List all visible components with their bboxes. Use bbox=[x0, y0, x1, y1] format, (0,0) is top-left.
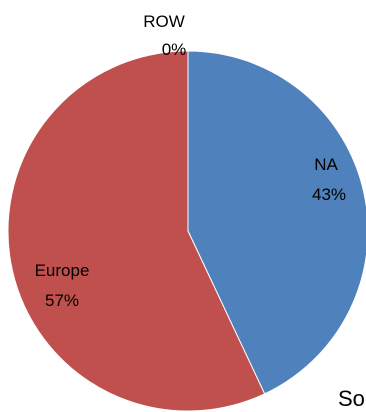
pie-slice-europe bbox=[7, 50, 266, 412]
pie-labels: ROW 0% NA 43% Europe 57% bbox=[35, 12, 346, 310]
slice-label-row: ROW bbox=[143, 12, 185, 31]
slice-label-europe: Europe bbox=[35, 261, 90, 280]
slice-percent-na: 43% bbox=[312, 185, 346, 204]
slice-percent-row: 0% bbox=[162, 40, 187, 59]
cropped-footer-text: So bbox=[338, 386, 365, 411]
slice-label-na: NA bbox=[314, 155, 338, 174]
pie-slices bbox=[7, 50, 366, 412]
slice-percent-europe: 57% bbox=[45, 291, 79, 310]
pie-slice-na bbox=[187, 50, 366, 395]
